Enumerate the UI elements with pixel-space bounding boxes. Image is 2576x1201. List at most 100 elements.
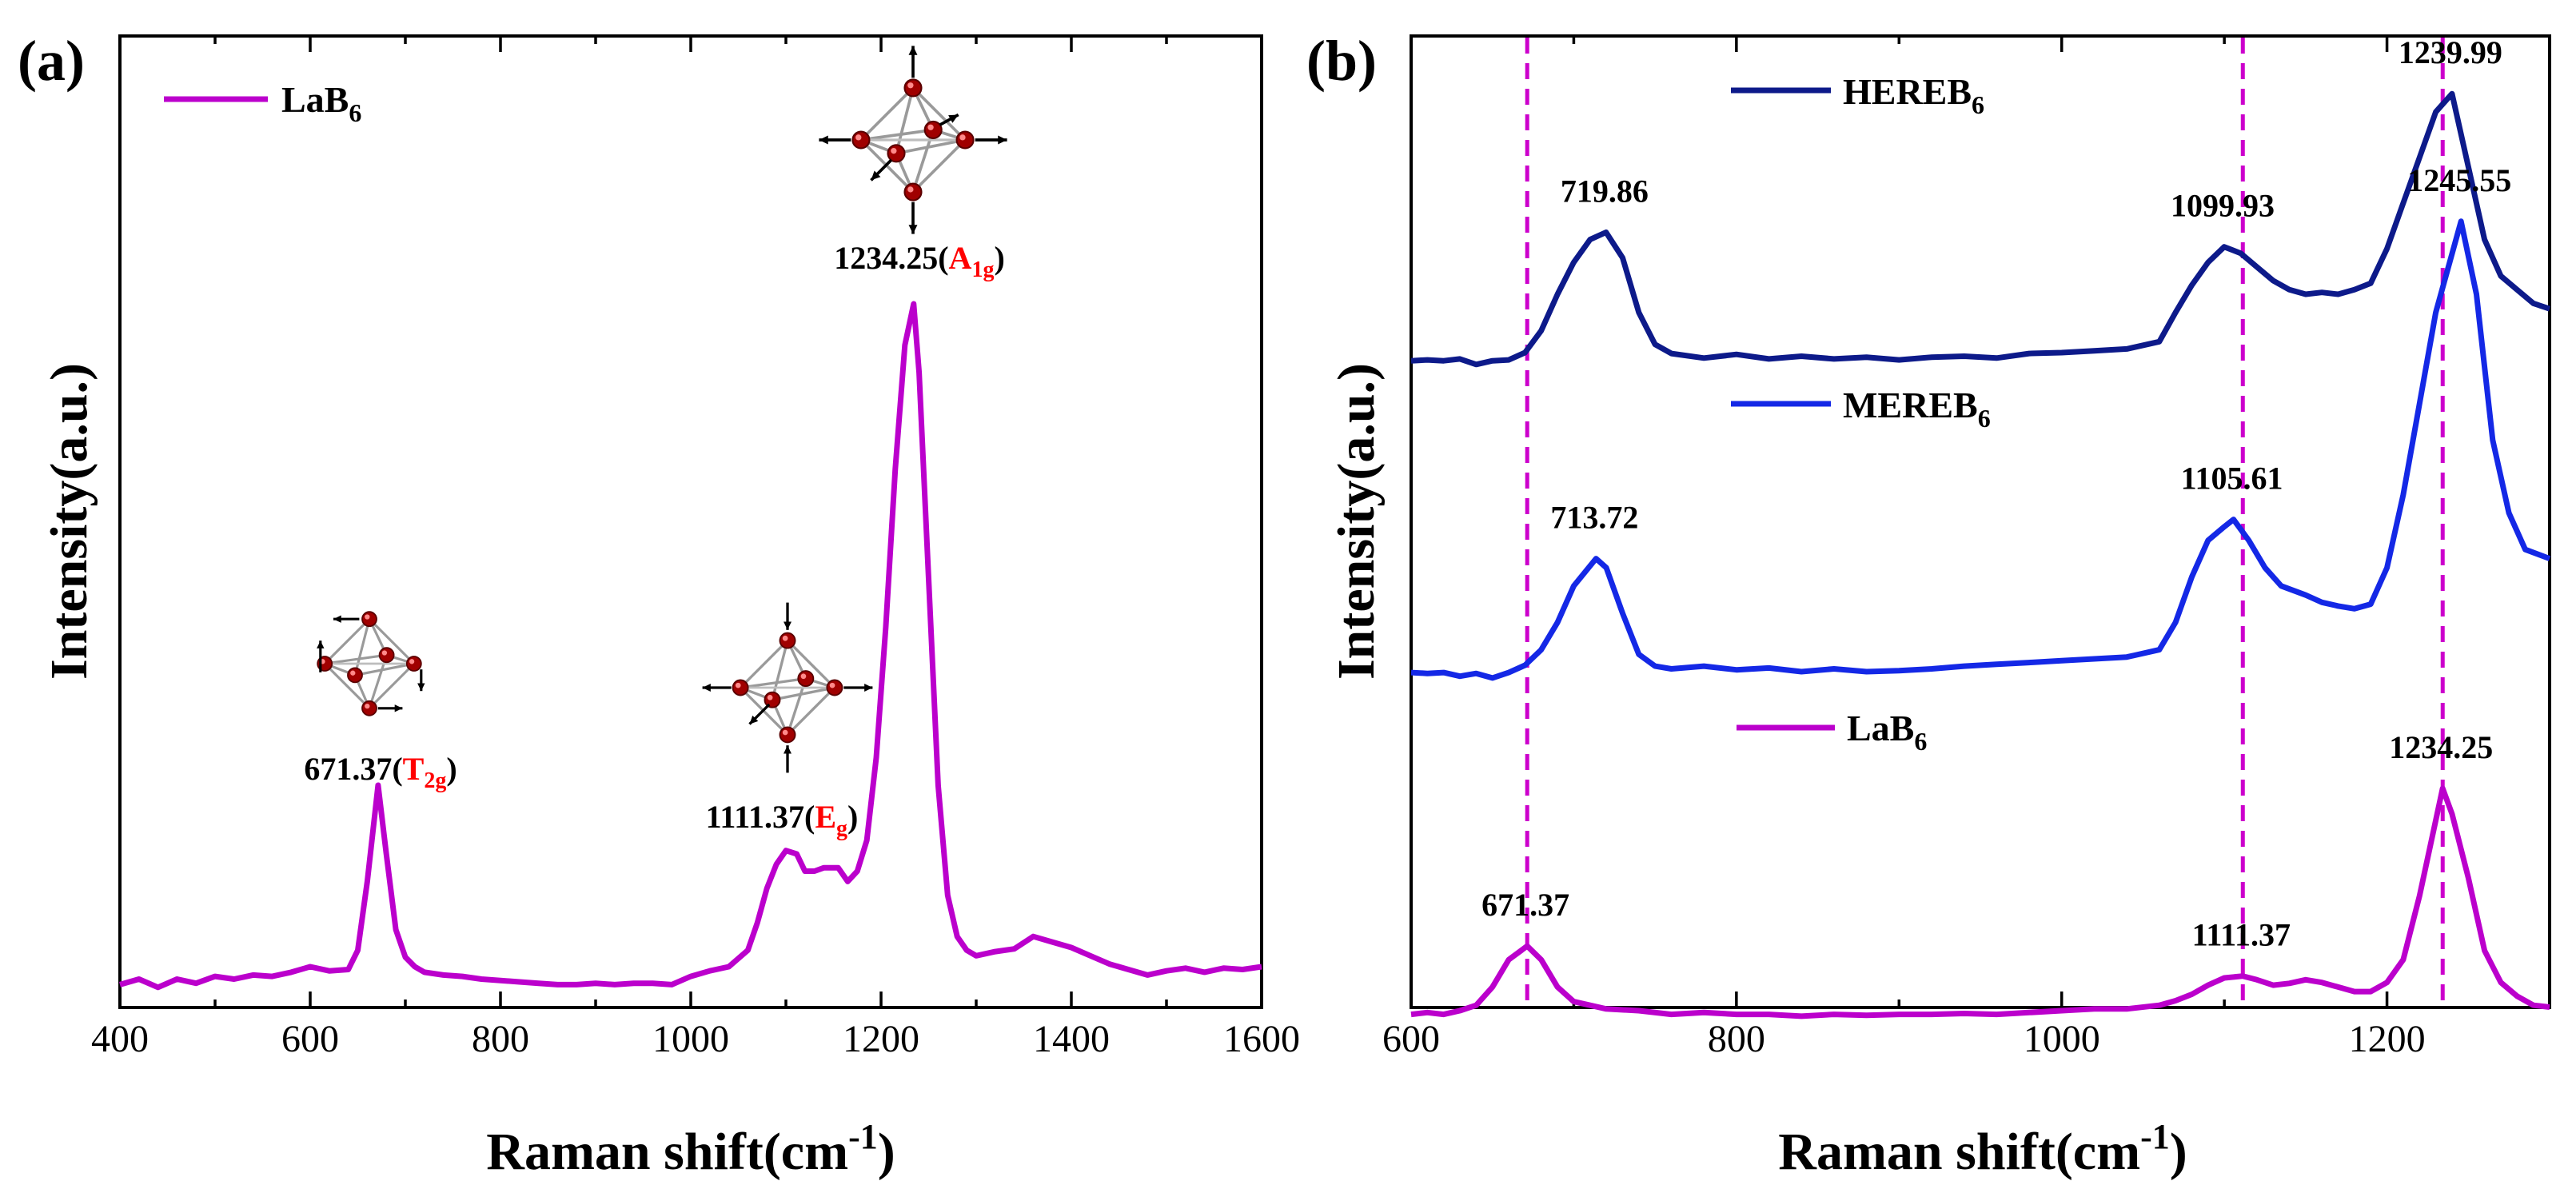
boron-atom <box>797 670 815 688</box>
boron-atom <box>923 120 943 139</box>
b-x-tick-label-1200: 1200 <box>2349 1018 2426 1060</box>
panel-b-x-ticks <box>1410 36 2389 1007</box>
annotation-eg: 1111.37(Eg) <box>706 799 859 841</box>
boron-atom <box>361 700 377 716</box>
panel-b-y-axis-title: Intensity(a.u.) <box>1327 363 1386 680</box>
vibration-arrowhead <box>417 683 425 692</box>
atom-highlight <box>409 659 415 664</box>
peak-label-hereb6-1239-99: 1239.99 <box>2399 34 2502 70</box>
legend-label-lab6: LaB6 <box>1847 708 1927 756</box>
a-x-tick-label-1600: 1600 <box>1223 1018 1300 1060</box>
boron-atom <box>903 182 923 201</box>
panel-a-series <box>119 301 1262 991</box>
boron-atom <box>955 130 975 150</box>
atom-highlight <box>891 147 897 154</box>
panel-b-frame <box>1410 34 2551 1009</box>
vibration-arrowhead <box>394 704 403 712</box>
atom-highlight <box>907 186 914 193</box>
b-x-tick-label-800: 800 <box>1708 1018 1765 1060</box>
atom-highlight <box>959 134 966 141</box>
panel-a-x-tick-labels: 400 600 800 1000 1200 1400 1600 <box>91 1018 1300 1060</box>
atom-highlight <box>782 635 788 641</box>
peak-label-hereb6-719-86: 719.86 <box>1561 173 1649 209</box>
b-series-hereb6 <box>1410 90 2551 368</box>
a-x-tick-label-400: 400 <box>91 1018 149 1060</box>
octahedron-edge <box>368 618 415 665</box>
atom-highlight <box>767 695 773 700</box>
vibration-arrowhead <box>333 615 341 623</box>
a-x-tick-label-1400: 1400 <box>1033 1018 1110 1060</box>
atom-highlight <box>782 729 788 736</box>
vibration-arrowhead <box>749 715 759 724</box>
octahedron-edge <box>895 87 915 154</box>
annotation-t2g: 671.37(T2g) <box>304 751 457 793</box>
panel-b-series <box>1410 90 2551 1019</box>
octahedron-edge <box>368 662 415 709</box>
vibration-arrowhead <box>998 135 1007 145</box>
vibration-arrowhead <box>317 640 325 648</box>
atom-highlight <box>350 670 356 676</box>
atom-highlight <box>855 134 862 141</box>
atom-highlight <box>927 124 934 130</box>
a-x-tick-label-1000: 1000 <box>652 1018 729 1060</box>
octahedron-edge <box>911 86 967 142</box>
octahedron-edge <box>786 686 836 736</box>
vibration-arrowhead <box>784 621 792 630</box>
boron-atom <box>405 656 422 672</box>
octahedron-edge <box>324 618 371 665</box>
vibration-arrowhead <box>908 46 918 55</box>
atom-highlight <box>829 682 835 688</box>
boron-atom <box>361 611 377 628</box>
panel-a-y-axis-title: Intensity(a.u.) <box>40 363 98 680</box>
panel-b-x-tick-labels: 600 800 1000 1200 <box>1382 1018 2426 1060</box>
boron-atom <box>903 78 923 98</box>
atom-highlight <box>365 703 370 709</box>
a-x-tick-label-1200: 1200 <box>843 1018 919 1060</box>
atom-highlight <box>365 614 370 620</box>
vibration-arrowhead <box>864 684 873 692</box>
panel-b-reference-lines <box>1525 38 2445 1006</box>
panel-b: (b) 600 800 1000 1200 719.86 1099.931239.997… <box>1306 29 2551 1181</box>
vibration-arrowhead <box>908 225 918 234</box>
b-x-tick-label-600: 600 <box>1382 1018 1440 1060</box>
boron-atom <box>851 130 871 150</box>
panel-b-x-axis-title: Raman shift(cm-1) <box>1778 1117 2187 1181</box>
octahedron-edge <box>771 640 789 700</box>
octahedron-edge <box>324 662 371 709</box>
vibration-arrowhead <box>948 114 959 123</box>
atom-highlight <box>735 682 741 688</box>
octahedron-t2g-icon <box>317 611 425 716</box>
octahedron-edge <box>859 86 915 142</box>
boron-atom <box>887 144 906 163</box>
octahedron-edge <box>740 676 807 689</box>
panel-a-x-ticks <box>118 36 1263 1007</box>
octahedron-edge <box>895 138 966 155</box>
boron-atom <box>826 679 843 696</box>
boron-atom <box>378 647 395 664</box>
peak-label-mereb6-1245-55: 1245.55 <box>2407 162 2511 198</box>
vibration-arrowhead <box>819 135 828 145</box>
boron-atom <box>732 679 749 696</box>
boron-atom <box>779 726 796 744</box>
peak-label-lab6-1234-25: 1234.25 <box>2389 729 2493 765</box>
octahedron-edge <box>772 686 835 701</box>
octahedron-a1g-icon <box>819 46 1007 234</box>
panel-a-label: (a) <box>18 29 85 93</box>
octahedron-eg-icon <box>702 602 873 773</box>
atom-highlight <box>907 82 914 89</box>
octahedron-edge <box>860 128 934 142</box>
panel-b-peak-labels: 719.86 1099.93 1239.99 713.72 1105.61 1245.55… <box>1481 34 2511 953</box>
octahedron-edge <box>739 639 789 689</box>
legend-label-hereb6: HEREB6 <box>1843 71 1984 119</box>
panel-a-x-axis-title: Raman shift(cm-1) <box>486 1117 895 1181</box>
annotation-a1g: 1234.25(A1g) <box>834 240 1005 282</box>
vibration-arrowhead <box>702 684 711 692</box>
peak-label-lab6-1111-37: 1111.37 <box>2192 917 2291 953</box>
b-x-tick-label-1000: 1000 <box>2024 1018 2100 1060</box>
octahedron-edge <box>786 639 836 689</box>
peak-label-mereb6-1105-61: 1105.61 <box>2181 461 2283 497</box>
vibration-arrowhead <box>871 170 881 181</box>
a-x-tick-label-600: 600 <box>281 1018 339 1060</box>
panel-a: (a) 400 600 800 1000 1200 1400 1600 LaB6 671.3… <box>18 29 1300 1181</box>
